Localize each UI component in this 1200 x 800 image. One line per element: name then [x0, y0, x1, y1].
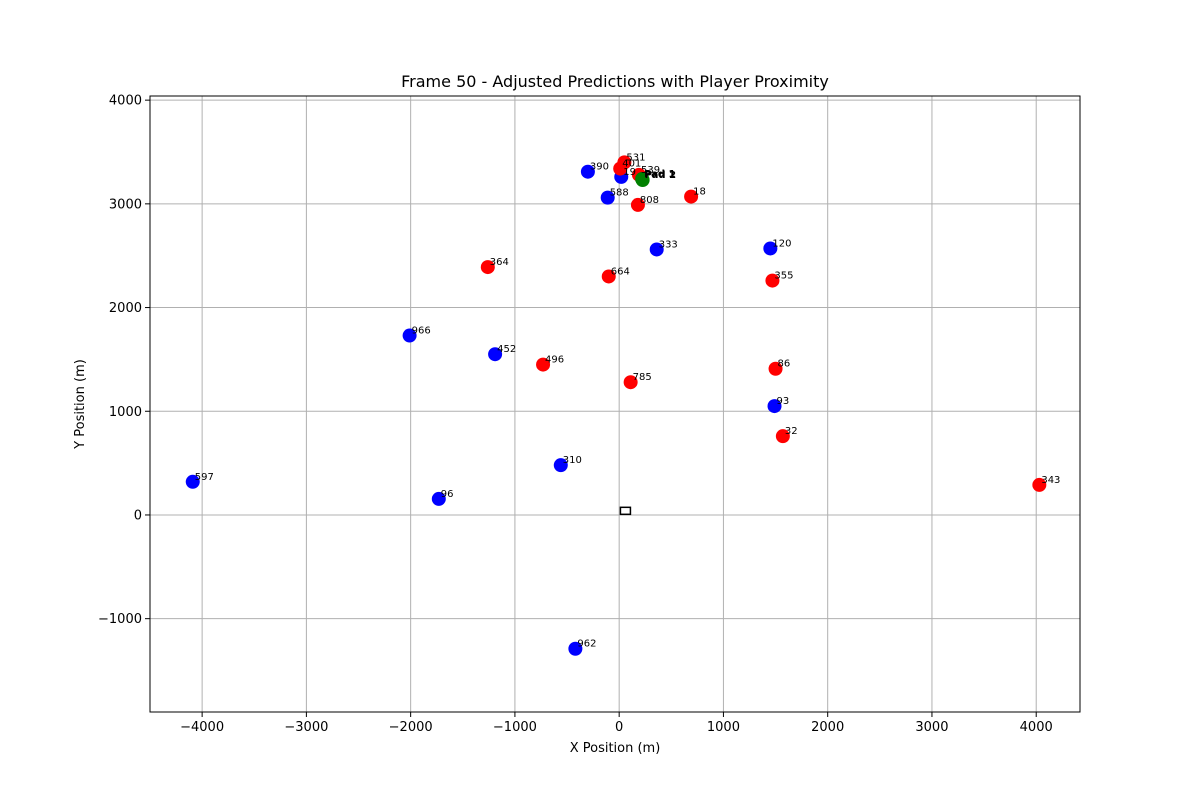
data-point-red [775, 429, 790, 444]
data-point-blue [402, 328, 417, 343]
data-point-label: 333 [659, 239, 678, 250]
data-point-red [1032, 477, 1047, 492]
data-point-blue [553, 458, 568, 473]
data-point-blue [767, 399, 782, 414]
x-tick-label: 1000 [707, 720, 740, 735]
plot-frame [149, 95, 1081, 713]
y-axis-label: Y Position (m) [73, 359, 88, 450]
x-tick-label: −2000 [389, 720, 433, 735]
y-tick-label: −1000 [98, 612, 142, 627]
chart-title: Frame 50 - Adjusted Predictions with Pla… [401, 72, 829, 91]
x-tick-label: 2000 [811, 720, 844, 735]
data-point-label: 531 [626, 152, 645, 163]
x-tick-label: −3000 [284, 720, 328, 735]
y-tick-label: 3000 [109, 197, 142, 212]
data-point-red [623, 375, 638, 390]
data-point-blue [600, 190, 615, 205]
data-point-label: 496 [545, 355, 564, 366]
data-point-red [684, 189, 699, 204]
data-point-label: 390 [590, 162, 609, 173]
x-tick-label: 0 [615, 720, 623, 735]
y-tick-label: 4000 [109, 94, 142, 109]
square-marker [619, 506, 632, 516]
data-point-label: 966 [412, 326, 431, 337]
data-point-red [601, 269, 616, 284]
data-point-blue [431, 491, 446, 506]
data-point-label: 96 [441, 489, 454, 500]
data-point-label: 18 [693, 187, 706, 198]
data-point-label: 93 [777, 396, 790, 407]
data-point-blue [580, 164, 595, 179]
data-point-label: 664 [611, 266, 630, 277]
data-point-label: 808 [640, 195, 659, 206]
x-tick-label: −1000 [493, 720, 537, 735]
data-point-label: 588 [610, 188, 629, 199]
data-point-red [765, 273, 780, 288]
x-axis-label: X Position (m) [570, 741, 661, 756]
data-point-label: 597 [195, 472, 214, 483]
grid [150, 96, 1080, 712]
data-point-label: 86 [778, 359, 791, 370]
y-tick-label: 0 [134, 508, 142, 523]
x-tick-label: 4000 [1020, 720, 1053, 735]
data-point-red [630, 197, 645, 212]
data-point-label: 539 [641, 165, 660, 176]
x-axis-ticks: −4000 −3000 −2000 −1000 0 1000 2000 3000 4000 [180, 712, 1053, 735]
data-points [185, 155, 1047, 656]
x-tick-label: −4000 [180, 720, 224, 735]
data-point-green [635, 173, 650, 187]
data-point-label: Pad 1 [644, 169, 675, 180]
data-point-label: 310 [563, 455, 582, 466]
data-point-label: Pad 2 [645, 170, 676, 181]
x-tick-label: 3000 [915, 720, 948, 735]
origin-marker-layer [619, 506, 632, 516]
data-point-label: 343 [1041, 475, 1060, 486]
data-point-label: 401 [622, 159, 641, 170]
data-point-labels: 597 96 966 452 310 962 390 588 333 19 120 93 364 664 4… [195, 152, 1061, 649]
data-point-label: 962 [577, 639, 596, 650]
data-point-red [536, 357, 551, 372]
data-point-blue [649, 242, 664, 257]
data-point-label: 452 [497, 344, 516, 355]
data-point-blue [185, 474, 200, 489]
data-point-red [613, 161, 628, 176]
data-point-label: 19 [623, 167, 636, 178]
data-point-label: 364 [490, 257, 509, 268]
data-point-label: 785 [633, 372, 652, 383]
data-point-red [768, 361, 783, 376]
y-tick-label: 1000 [109, 405, 142, 420]
y-axis-ticks: −1000 0 1000 2000 3000 4000 [98, 94, 150, 627]
y-tick-label: 2000 [109, 301, 142, 316]
data-point-label: 355 [774, 271, 793, 282]
data-point-red [480, 260, 495, 275]
data-point-label: 32 [785, 426, 798, 437]
data-point-label: 120 [772, 238, 791, 249]
data-point-blue [488, 347, 503, 362]
data-point-blue [568, 641, 583, 656]
data-point-blue [763, 241, 778, 256]
